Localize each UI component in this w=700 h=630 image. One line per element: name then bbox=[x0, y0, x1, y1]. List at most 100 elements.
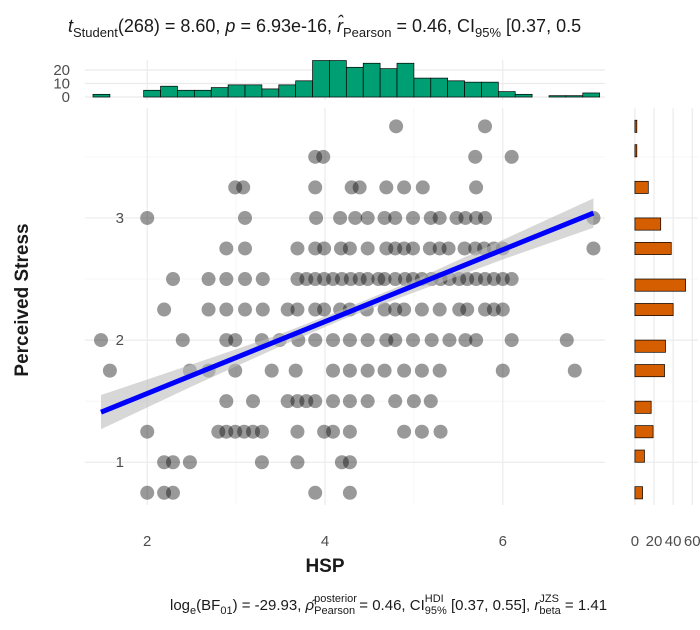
point bbox=[290, 241, 305, 256]
point bbox=[290, 394, 305, 409]
point bbox=[360, 394, 375, 409]
y-tick-label: 2 bbox=[116, 332, 124, 349]
caption-part: posterior bbox=[314, 593, 357, 605]
point bbox=[342, 241, 357, 256]
chart-title: tStudent(268) = 8.60, p = 6.93e-16, r̂Pe… bbox=[68, 15, 581, 40]
histogram-bar bbox=[160, 85, 178, 98]
point bbox=[397, 424, 412, 439]
y-tick-label: 20 bbox=[53, 62, 70, 79]
point bbox=[342, 485, 357, 500]
point bbox=[432, 210, 447, 225]
point bbox=[157, 302, 172, 317]
histogram-bar bbox=[514, 93, 533, 98]
point bbox=[288, 363, 303, 378]
x-tick-label: 60 bbox=[684, 533, 700, 550]
point bbox=[388, 333, 403, 348]
point bbox=[334, 241, 348, 256]
histogram-bar bbox=[345, 66, 364, 98]
point bbox=[371, 272, 386, 287]
point bbox=[102, 363, 117, 378]
point bbox=[377, 302, 392, 317]
point bbox=[377, 272, 392, 287]
point bbox=[559, 333, 574, 348]
point bbox=[317, 424, 332, 439]
caption-part: log bbox=[170, 597, 190, 614]
histogram-bar bbox=[295, 80, 313, 98]
histogram-bar bbox=[565, 95, 584, 98]
x-tick-label: 40 bbox=[665, 533, 682, 550]
point bbox=[326, 272, 340, 287]
point bbox=[360, 333, 375, 348]
point bbox=[308, 333, 323, 348]
point bbox=[254, 424, 269, 439]
point bbox=[290, 424, 305, 439]
caption-part: 01 bbox=[220, 605, 232, 617]
point bbox=[280, 302, 295, 317]
point bbox=[290, 302, 305, 317]
point bbox=[495, 272, 510, 287]
point bbox=[309, 210, 324, 225]
point bbox=[469, 272, 484, 287]
histogram-bar bbox=[634, 425, 654, 439]
caption-part: = 1.41 bbox=[561, 597, 607, 614]
histogram-bar bbox=[193, 89, 212, 98]
regression-line bbox=[100, 210, 595, 415]
point bbox=[238, 210, 252, 225]
title-part: = 6.93e-16, bbox=[235, 16, 337, 36]
point bbox=[360, 363, 375, 378]
histogram-bar bbox=[634, 486, 643, 500]
point bbox=[290, 272, 305, 287]
point bbox=[449, 210, 464, 225]
point bbox=[326, 333, 340, 348]
point bbox=[486, 302, 501, 317]
point bbox=[342, 394, 357, 409]
histogram-bar bbox=[447, 80, 465, 98]
point bbox=[342, 455, 357, 470]
y-tick-label: 0 bbox=[62, 89, 70, 106]
point bbox=[211, 424, 226, 439]
point bbox=[478, 119, 492, 134]
point bbox=[414, 302, 429, 317]
x-tick-label: 4 bbox=[321, 533, 329, 550]
point bbox=[504, 149, 519, 164]
point bbox=[478, 272, 492, 287]
histogram-bar bbox=[362, 62, 381, 98]
point bbox=[326, 363, 340, 378]
title-part: = 0.46, CI bbox=[391, 16, 475, 36]
x-tick-label: 6 bbox=[499, 533, 507, 550]
caption-part: = 0.46, CI bbox=[355, 597, 425, 614]
caption-part: [0.37, 0.55], bbox=[447, 597, 535, 614]
point bbox=[334, 455, 349, 470]
point bbox=[299, 394, 314, 409]
point bbox=[308, 302, 323, 317]
point bbox=[414, 424, 429, 439]
point bbox=[460, 302, 475, 317]
point bbox=[415, 180, 430, 195]
point bbox=[360, 272, 375, 287]
histogram-bar bbox=[634, 242, 672, 255]
point bbox=[433, 424, 448, 439]
point bbox=[406, 241, 420, 256]
title-part: t bbox=[68, 16, 74, 36]
point bbox=[469, 180, 484, 195]
point bbox=[458, 210, 473, 225]
y-axis-label: Perceived Stress bbox=[12, 223, 33, 376]
point bbox=[264, 363, 279, 378]
histogram-bar bbox=[210, 87, 229, 98]
point bbox=[308, 394, 323, 409]
point bbox=[406, 394, 421, 409]
point bbox=[219, 333, 234, 348]
caption-part: JZS bbox=[539, 593, 559, 605]
histogram-bar bbox=[497, 91, 516, 98]
point bbox=[432, 241, 447, 256]
point bbox=[478, 302, 492, 317]
point bbox=[219, 241, 234, 256]
point bbox=[140, 210, 155, 225]
point bbox=[388, 302, 403, 317]
point bbox=[377, 210, 392, 225]
point bbox=[326, 424, 340, 439]
point bbox=[280, 394, 295, 409]
x-tick-label: 0 bbox=[631, 533, 639, 550]
histogram-bar bbox=[430, 77, 449, 98]
